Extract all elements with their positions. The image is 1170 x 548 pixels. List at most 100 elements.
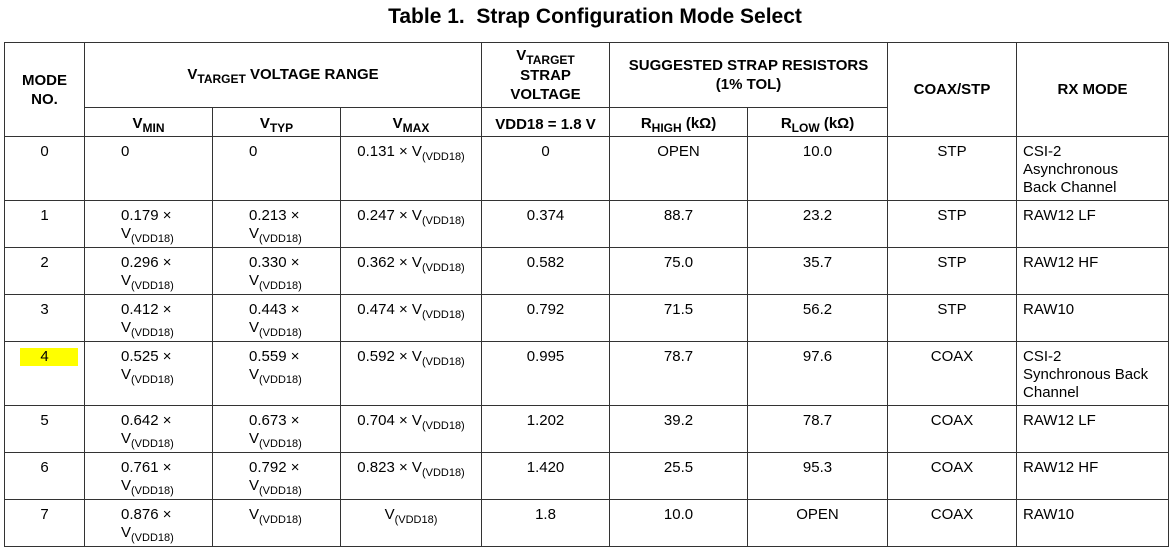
cell-text: 0.374 bbox=[526, 207, 565, 224]
cell-line: Asynchronous bbox=[1023, 161, 1119, 178]
table-cell: 1.202 bbox=[481, 405, 611, 453]
cell-text: V bbox=[249, 225, 260, 242]
cell-content: 0.474 × V(VDD18) bbox=[342, 301, 481, 321]
cell-content: RAW12 HF bbox=[1023, 459, 1168, 477]
cell-text: 97.6 bbox=[802, 348, 833, 365]
cell-text: 0.642 × bbox=[121, 412, 176, 429]
table-cell: 0 bbox=[84, 136, 213, 201]
cell-text: V bbox=[516, 47, 527, 64]
cell-text: 2 bbox=[40, 254, 49, 271]
table-cell: 2 bbox=[4, 247, 85, 295]
subscript: (VDD18) bbox=[259, 327, 302, 339]
table-row: 7 0.876 × V(VDD18) V(VDD18) V(VDD18) 1.8 10.0… bbox=[4, 499, 1170, 547]
subscript: (VDD18) bbox=[131, 485, 174, 497]
table-cell: 5 bbox=[4, 405, 85, 453]
cell-content: STP bbox=[889, 143, 1016, 161]
table-cell: 0.876 × V(VDD18) bbox=[84, 499, 213, 547]
table-cell: 10.0 bbox=[747, 136, 889, 201]
table-cell: 0.330 × V(VDD18) bbox=[212, 247, 341, 295]
table-row: 3 0.412 × V(VDD18) 0.443 × V(VDD18) 0.474 ×… bbox=[4, 294, 1170, 342]
cell-content: RLOW (kΩ) bbox=[749, 114, 887, 135]
cell-text: V bbox=[411, 459, 422, 476]
table-cell: OPEN bbox=[609, 136, 749, 201]
cell-content: 0 bbox=[6, 143, 84, 161]
cell-content: 10.0 bbox=[611, 506, 747, 524]
cell-content: 0.412 × V(VDD18) bbox=[121, 301, 201, 339]
cell-content: 3 bbox=[6, 301, 84, 319]
cell-content: 5 bbox=[6, 412, 84, 430]
cell-line: NO. bbox=[31, 90, 58, 108]
table-cell: 0 bbox=[481, 136, 611, 201]
cell-text: 0.362 × bbox=[357, 254, 412, 271]
subscript: (VDD18) bbox=[131, 532, 174, 544]
cell-content: 10.0 bbox=[749, 143, 887, 161]
cell-content: 0.330 × V(VDD18) bbox=[249, 254, 329, 292]
header-cell: RLOW (kΩ) bbox=[747, 107, 889, 137]
cell-content: 0 bbox=[121, 143, 201, 161]
cell-text: 6 bbox=[40, 459, 49, 476]
table-cell: 0.792 × V(VDD18) bbox=[212, 452, 341, 500]
cell-content: RAW10 bbox=[1023, 301, 1168, 319]
cell-content: 0.673 × V(VDD18) bbox=[249, 412, 329, 450]
cell-text: V bbox=[121, 272, 132, 289]
table-cell: COAX bbox=[887, 341, 1018, 406]
cell-content: RHIGH (kΩ) bbox=[611, 114, 747, 135]
cell-text: 25.5 bbox=[663, 459, 694, 476]
cell-text: 0.792 × bbox=[249, 459, 304, 476]
table-cell: 0 bbox=[4, 136, 85, 201]
table-cell: RAW12 LF bbox=[1016, 200, 1170, 248]
cell-text: 0.761 × bbox=[121, 459, 176, 476]
cell-line: (1% TOL) bbox=[715, 76, 782, 93]
cell-text: 0.876 × bbox=[121, 506, 176, 523]
cell-content: 4 bbox=[6, 348, 84, 366]
cell-text: STP bbox=[937, 301, 967, 318]
table-cell: 56.2 bbox=[747, 294, 889, 342]
cell-content: 6 bbox=[6, 459, 84, 477]
cell-text: OPEN bbox=[657, 143, 700, 160]
subscript: TYP bbox=[269, 121, 294, 135]
cell-content: 1.202 bbox=[483, 412, 609, 430]
table-cell: 0.592 × V(VDD18) bbox=[339, 341, 483, 406]
table-cell: STP bbox=[887, 247, 1018, 295]
cell-text: VOLTAGE RANGE bbox=[245, 66, 379, 83]
table-cell: 1.8 bbox=[481, 499, 611, 547]
cell-text: 0.443 × bbox=[249, 301, 304, 318]
cell-text: COAX/STP bbox=[913, 81, 991, 98]
cell-text: V bbox=[121, 430, 132, 447]
cell-content: 0.582 bbox=[483, 254, 609, 272]
table-cell: STP bbox=[887, 200, 1018, 248]
header-cell: VTYP bbox=[212, 107, 341, 137]
cell-text: 88.7 bbox=[663, 207, 694, 224]
cell-content: 0.362 × V(VDD18) bbox=[342, 254, 481, 274]
cell-text: 0.592 × bbox=[357, 348, 412, 365]
subscript: (VDD18) bbox=[259, 514, 302, 526]
cell-content: MODE NO. bbox=[6, 71, 84, 109]
cell-content: 1 bbox=[6, 207, 84, 225]
cell-text: V bbox=[121, 524, 132, 541]
cell-text: 71.5 bbox=[663, 301, 694, 318]
cell-content: RAW12 HF bbox=[1023, 254, 1168, 272]
cell-text: COAX bbox=[930, 459, 974, 476]
cell-content: V(VDD18) bbox=[342, 506, 481, 526]
cell-text: V bbox=[411, 412, 422, 429]
table-cell: 88.7 bbox=[609, 200, 749, 248]
cell-content: COAX bbox=[889, 412, 1016, 430]
table-cell: 7 bbox=[4, 499, 85, 547]
cell-text: V bbox=[121, 225, 132, 242]
subscript: LOW bbox=[791, 121, 820, 135]
table-row: 6 0.761 × V (VDD18) 0.792 × V(VDD18) 0.823 ×… bbox=[4, 452, 1170, 500]
table-cell: 4 bbox=[4, 341, 85, 406]
cell-text: 0.823 × bbox=[357, 459, 412, 476]
cell-content: RAW12 LF bbox=[1023, 207, 1168, 225]
subscript: (VDD18) bbox=[259, 438, 302, 450]
subscript: (VDD18) bbox=[394, 514, 438, 526]
cell-content: 0 bbox=[483, 143, 609, 161]
table-cell: 0.362 × V(VDD18) bbox=[339, 247, 483, 295]
table-body: 0 0 0 0.131 × V(VDD18) 0 OPEN 10.0 STP CSI-2 Asyn… bbox=[4, 136, 1170, 547]
cell-text: 0.474 × bbox=[357, 301, 412, 318]
header-cell: VTARGET VOLTAGE RANGE bbox=[83, 42, 483, 108]
table-cell: 0.296 × V(VDD18) bbox=[84, 247, 213, 295]
cell-line: CSI-2 bbox=[1023, 348, 1062, 365]
cell-text: VDD18 = 1.8 V bbox=[495, 116, 596, 133]
cell-content: 0.247 × V(VDD18) bbox=[342, 207, 481, 227]
